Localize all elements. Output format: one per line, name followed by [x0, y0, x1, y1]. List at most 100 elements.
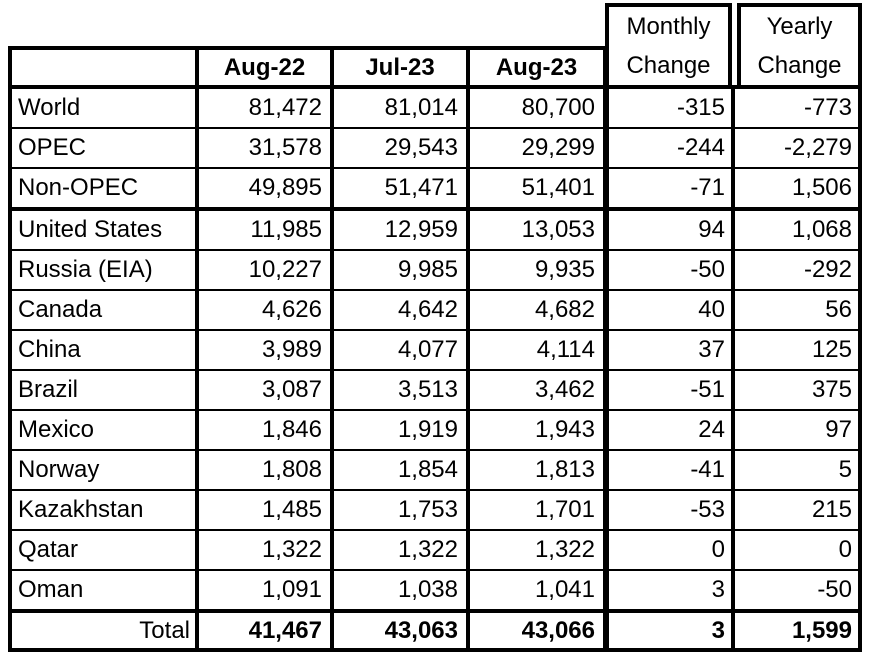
- row-label: China: [12, 331, 199, 369]
- value-aug-22: 1,846: [199, 411, 334, 449]
- value-jul-23: 9,985: [334, 251, 470, 289]
- change-row: -50 -292: [609, 251, 858, 291]
- value-monthly-change: -41: [609, 451, 735, 489]
- value-aug-22: 1,322: [199, 531, 334, 569]
- yearly-change-header: Yearly Change: [737, 3, 862, 85]
- table-row: Mexico 1,846 1,919 1,943: [12, 411, 603, 451]
- value-jul-23: 1,322: [334, 531, 470, 569]
- value-jul-23: 81,014: [334, 89, 470, 127]
- value-jul-23: 1,919: [334, 411, 470, 449]
- table-row: OPEC 31,578 29,543 29,299: [12, 129, 603, 169]
- value-yearly-change: 0: [838, 536, 852, 563]
- value-jul-23: 12,959: [334, 211, 470, 249]
- row-label: United States: [12, 211, 199, 249]
- change-row: -71 1,506: [609, 169, 858, 211]
- value-aug-22: 41,467: [199, 613, 334, 648]
- change-columns-body: -315 -773 -244 -2,279 -71 1,506 94 1,068 -50 -292…: [605, 85, 862, 652]
- value-jul-23: 4,642: [334, 291, 470, 329]
- change-row: -315 -773: [609, 89, 858, 129]
- value-monthly-change: -244: [609, 129, 735, 167]
- change-table-rows: -315 -773 -244 -2,279 -71 1,506 94 1,068 -50 -292…: [609, 89, 858, 648]
- value-aug-23: 1,322: [534, 536, 595, 563]
- change-row: 40 56: [609, 291, 858, 331]
- monthly-change-header-line1: Monthly: [626, 13, 711, 40]
- value-monthly-change: 37: [609, 331, 735, 369]
- value-aug-23: 13,053: [521, 216, 595, 243]
- value-aug-22: 4,626: [199, 291, 334, 329]
- row-label: Norway: [12, 451, 199, 489]
- value-yearly-change: 5: [838, 456, 852, 483]
- month-header-row: Aug-22 Jul-23 Aug-23: [12, 50, 603, 89]
- value-monthly-change: -53: [609, 491, 735, 529]
- value-yearly-change: 1,599: [791, 616, 852, 644]
- value-aug-22: 49,895: [199, 169, 334, 207]
- value-monthly-change: -50: [609, 251, 735, 289]
- row-label: Oman: [12, 571, 199, 609]
- value-monthly-change: 3: [609, 613, 735, 648]
- value-jul-23: 1,753: [334, 491, 470, 529]
- value-monthly-change: 94: [609, 211, 735, 249]
- change-row: -41 5: [609, 451, 858, 491]
- value-jul-23: 51,471: [334, 169, 470, 207]
- value-monthly-change: -71: [609, 169, 735, 207]
- monthly-change-header-line2: Change: [626, 52, 711, 79]
- yearly-change-header-line1: Yearly: [766, 13, 833, 40]
- table-row: United States 11,985 12,959 13,053: [12, 211, 603, 251]
- change-row: 3 1,599: [609, 613, 858, 648]
- value-aug-23: 4,682: [534, 296, 595, 323]
- corner-cell: [12, 50, 199, 85]
- value-aug-22: 81,472: [199, 89, 334, 127]
- row-label: World: [12, 89, 199, 127]
- value-aug-23: 3,462: [534, 376, 595, 403]
- table-row: China 3,989 4,077 4,114: [12, 331, 603, 371]
- table-row: Non-OPEC 49,895 51,471 51,401: [12, 169, 603, 211]
- row-label: Mexico: [12, 411, 199, 449]
- value-monthly-change: 3: [609, 571, 735, 609]
- value-aug-22: 1,808: [199, 451, 334, 489]
- value-yearly-change: 56: [825, 296, 852, 323]
- table-row: Norway 1,808 1,854 1,813: [12, 451, 603, 491]
- column-header-aug-23: Aug-23: [495, 53, 578, 81]
- row-label: Qatar: [12, 531, 199, 569]
- value-aug-23: 29,299: [521, 134, 595, 161]
- value-yearly-change: -292: [803, 256, 852, 283]
- value-yearly-change: 125: [811, 336, 852, 363]
- main-table: Aug-22 Jul-23 Aug-23 World 81,472 81,014 80…: [8, 46, 607, 652]
- change-row: 37 125: [609, 331, 858, 371]
- value-jul-23: 1,854: [334, 451, 470, 489]
- value-monthly-change: -51: [609, 371, 735, 409]
- value-aug-22: 10,227: [199, 251, 334, 289]
- monthly-change-header: Monthly Change: [605, 3, 732, 85]
- value-monthly-change: 40: [609, 291, 735, 329]
- table-row: Qatar 1,322 1,322 1,322: [12, 531, 603, 571]
- value-monthly-change: 24: [609, 411, 735, 449]
- value-yearly-change: 215: [811, 496, 852, 523]
- row-label: OPEC: [12, 129, 199, 167]
- value-yearly-change: 97: [825, 416, 852, 443]
- value-yearly-change: 1,068: [791, 216, 852, 243]
- change-row: 3 -50: [609, 571, 858, 613]
- change-row: -53 215: [609, 491, 858, 531]
- value-aug-23: 51,401: [521, 174, 595, 201]
- value-aug-23: 4,114: [536, 336, 595, 363]
- table-row: Canada 4,626 4,642 4,682: [12, 291, 603, 331]
- table-row: Russia (EIA) 10,227 9,985 9,935: [12, 251, 603, 291]
- value-jul-23: 43,063: [334, 613, 470, 648]
- column-header-aug-22: Aug-22: [199, 50, 334, 85]
- value-yearly-change: 1,506: [791, 174, 852, 201]
- row-label: Kazakhstan: [12, 491, 199, 529]
- change-row: -51 375: [609, 371, 858, 411]
- value-monthly-change: -315: [609, 89, 735, 127]
- change-row: -244 -2,279: [609, 129, 858, 169]
- value-aug-23: 1,813: [534, 456, 595, 483]
- value-aug-23: 80,700: [521, 94, 595, 121]
- row-label: Non-OPEC: [12, 169, 199, 207]
- yearly-change-header-line2: Change: [757, 52, 842, 79]
- value-aug-23: 1,041: [534, 576, 595, 603]
- table-row: Oman 1,091 1,038 1,041: [12, 571, 603, 613]
- value-jul-23: 1,038: [334, 571, 470, 609]
- value-aug-22: 31,578: [199, 129, 334, 167]
- column-header-jul-23: Jul-23: [334, 50, 470, 85]
